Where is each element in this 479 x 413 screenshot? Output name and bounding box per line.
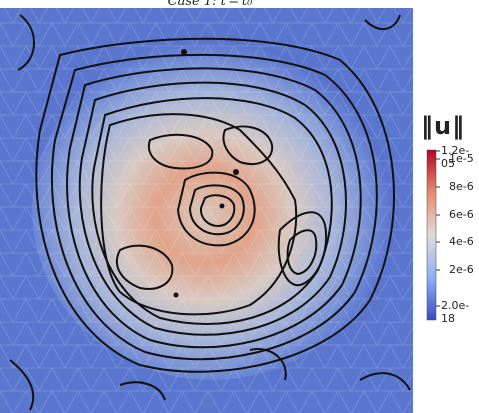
- colorbar-tick: 2.0e-18: [441, 299, 470, 325]
- colorbar-tick: 2e-6: [449, 263, 474, 276]
- colorbar-tick: 8e-6: [449, 180, 474, 193]
- colorbar-tick: 1e-5: [449, 152, 474, 165]
- contour-lines: [9, 14, 411, 411]
- colorbar-title: ‖u‖: [421, 112, 466, 140]
- colorbar-tick: 4e-6: [449, 235, 474, 248]
- colorbar-tick: 1.2e-05: [441, 144, 470, 170]
- colorbar-tick: 6e-6: [449, 208, 474, 221]
- figure-title: Case 1: t = t₀: [167, 0, 253, 9]
- colorbar: [426, 149, 437, 321]
